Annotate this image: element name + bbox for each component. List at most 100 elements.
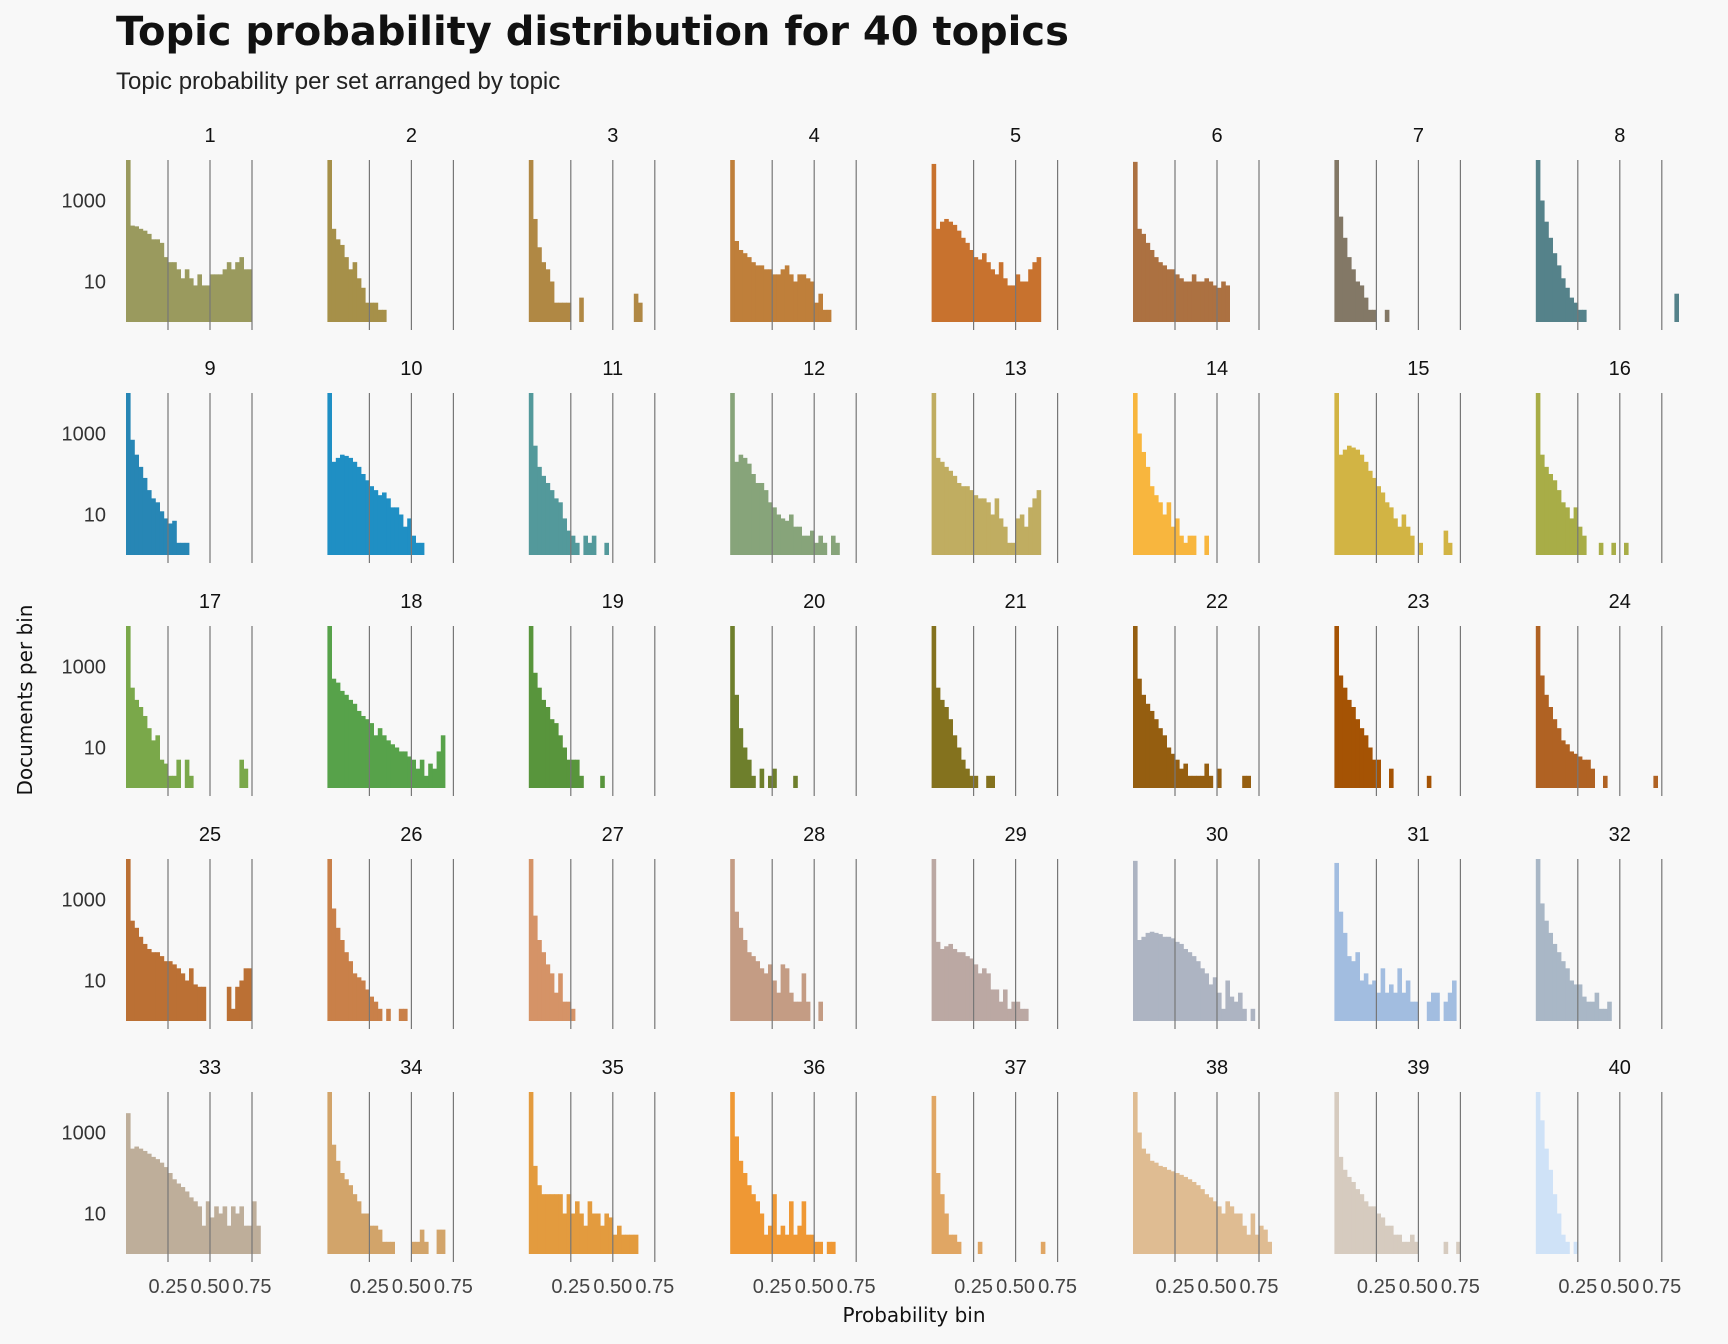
histogram-bar xyxy=(1384,502,1390,555)
histogram-bar xyxy=(1133,1092,1138,1254)
histogram-bar xyxy=(818,293,823,322)
facet-topic-31: 31 xyxy=(1334,824,1462,1029)
histogram-bar xyxy=(344,1179,349,1254)
histogram-bar xyxy=(155,735,160,788)
histogram-bar xyxy=(369,723,374,788)
histogram-bar xyxy=(1133,626,1138,788)
histogram-bar xyxy=(403,751,408,788)
histogram-bar xyxy=(956,230,962,322)
histogram-bar xyxy=(356,1201,362,1254)
histogram-bar xyxy=(566,759,572,788)
facet-topic-1: 1 1000 10 xyxy=(62,125,253,330)
histogram-bar xyxy=(1338,216,1344,322)
histogram-bar xyxy=(1384,309,1390,322)
histogram-bar xyxy=(168,1173,173,1254)
facet-label: 31 xyxy=(1407,824,1429,846)
histogram-bar xyxy=(180,973,186,1021)
histogram-bar xyxy=(411,759,416,788)
histogram-bar xyxy=(965,956,970,1021)
y-axis-label: Documents per bin xyxy=(13,605,37,796)
histogram-bar xyxy=(587,542,593,555)
histogram-bar xyxy=(369,996,374,1021)
histogram-bar xyxy=(1183,763,1188,788)
histogram-bar xyxy=(528,393,534,555)
histogram-bar xyxy=(1405,526,1411,555)
histogram-bar xyxy=(373,1225,379,1254)
histogram-bar xyxy=(990,989,995,1021)
histogram-bar xyxy=(1191,274,1197,322)
histogram-bar xyxy=(545,964,551,1021)
histogram-bar xyxy=(1544,1148,1549,1254)
histogram-bar xyxy=(1204,973,1209,1021)
histogram-bar xyxy=(193,285,198,322)
histogram-bar xyxy=(1351,707,1356,788)
histogram-bar xyxy=(386,498,391,555)
histogram-bar xyxy=(1556,1213,1562,1254)
x-tick-label: 0.75 xyxy=(635,1276,674,1298)
histogram-bar xyxy=(159,956,165,1021)
histogram-bar xyxy=(1003,526,1008,555)
x-tick-label: 0.50 xyxy=(593,1276,632,1298)
x-tick-label: 0.50 xyxy=(392,1276,431,1298)
histogram-bar xyxy=(940,1194,945,1254)
histogram-bar xyxy=(759,482,765,555)
histogram-bar xyxy=(751,262,756,322)
histogram-bar xyxy=(243,1225,249,1254)
histogram-bar xyxy=(1338,675,1344,788)
histogram-bar xyxy=(1556,490,1562,555)
histogram-bar xyxy=(831,1241,836,1254)
histogram-bar xyxy=(1179,535,1184,555)
histogram-bar xyxy=(163,257,169,322)
histogram-bar xyxy=(1011,285,1016,322)
histogram-bar xyxy=(210,1217,215,1254)
histogram-bar xyxy=(931,393,937,555)
histogram-bar xyxy=(1183,281,1188,322)
histogram-bar xyxy=(147,1153,152,1254)
x-tick-label: 0.75 xyxy=(1038,1276,1077,1298)
histogram-bar xyxy=(1170,269,1176,322)
histogram-bar xyxy=(776,1234,781,1254)
histogram-bar xyxy=(1212,285,1218,322)
histogram-bar xyxy=(977,1241,983,1254)
histogram-bar xyxy=(1582,759,1587,788)
histogram-bar xyxy=(424,1241,429,1254)
y-tick-label: 10 xyxy=(84,272,106,294)
histogram-bar xyxy=(386,1241,391,1254)
histogram-bar xyxy=(1389,768,1394,788)
histogram-bar xyxy=(554,302,559,322)
histogram-bar xyxy=(789,274,794,322)
histogram-bar xyxy=(1355,719,1360,788)
histogram-bar xyxy=(398,751,404,788)
histogram-bar xyxy=(398,514,404,555)
histogram-bar xyxy=(331,1144,337,1254)
histogram-bar xyxy=(730,859,735,1021)
histogram-bar xyxy=(1380,1217,1386,1254)
histogram-bar xyxy=(1380,492,1386,555)
histogram-bar xyxy=(1653,775,1658,788)
histogram-bar xyxy=(210,274,215,322)
histogram-bar xyxy=(163,961,169,1021)
histogram-bar xyxy=(1238,992,1243,1021)
histogram-bar xyxy=(1166,1169,1172,1254)
histogram-bar xyxy=(1351,447,1356,555)
histogram-bar xyxy=(1015,1001,1021,1021)
facet-label: 5 xyxy=(1010,125,1021,147)
histogram-bar xyxy=(407,518,412,555)
histogram-bar xyxy=(742,457,748,555)
histogram-bar xyxy=(554,498,559,555)
histogram-bar xyxy=(931,859,937,1021)
histogram-bar xyxy=(151,239,156,322)
histogram-bar xyxy=(356,466,362,555)
histogram-bar xyxy=(331,461,337,555)
histogram-bar xyxy=(340,690,345,788)
facet-label: 30 xyxy=(1206,824,1228,846)
histogram-bar xyxy=(142,230,148,322)
histogram-bar xyxy=(780,269,786,322)
histogram-bar xyxy=(352,262,358,322)
histogram-bar xyxy=(826,1241,832,1254)
histogram-bar xyxy=(411,535,416,555)
histogram-bar xyxy=(1598,1008,1604,1021)
histogram-bar xyxy=(734,1136,739,1254)
histogram-bar xyxy=(159,511,165,555)
histogram-bar xyxy=(1149,1160,1155,1254)
